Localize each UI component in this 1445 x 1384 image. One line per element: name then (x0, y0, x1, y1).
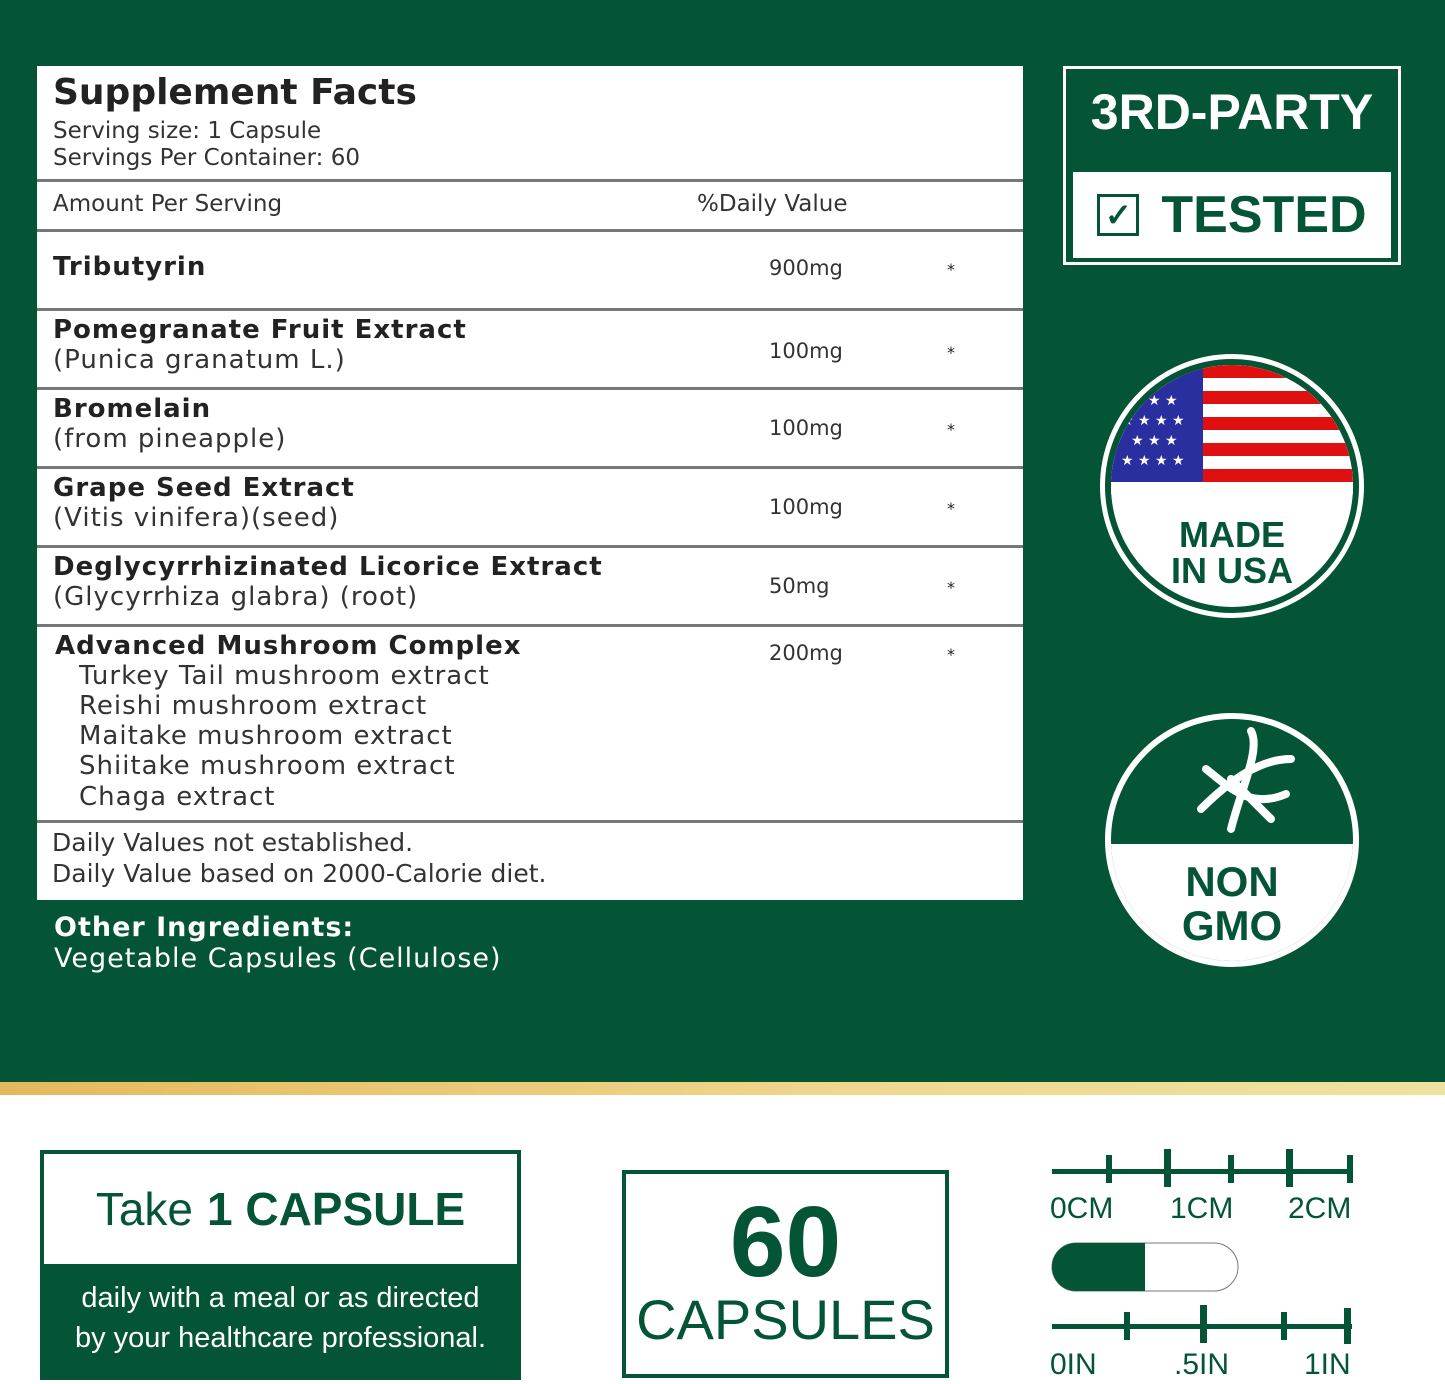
ruler-label: 2CM (1288, 1192, 1352, 1225)
ingredient-row: Advanced Mushroom Complex 200mg * Turkey… (37, 627, 1023, 823)
ingredient-name: Grape Seed Extract (53, 473, 355, 503)
ruler-label: 1CM (1170, 1192, 1234, 1225)
made-in-usa-badge: ★ ★ ★ ★ ★ ★ ★ ★ ★ ★ ★ ★ ★ ★ MADE IN USA (1100, 354, 1364, 618)
ingredient-dv: * (947, 499, 955, 518)
dv-header: %Daily Value (697, 191, 848, 217)
other-ingredients-label: Other Ingredients: (54, 912, 355, 943)
ruler-label: 1IN (1304, 1348, 1351, 1381)
mushroom-item: Turkey Tail mushroom extract (79, 661, 490, 691)
ingredient-amount: 100mg (769, 339, 843, 363)
ingredient-amount: 100mg (769, 495, 843, 519)
badge-text: NON (1185, 858, 1279, 905)
ingredient-sub: (from pineapple) (53, 424, 287, 454)
dosage-line: by your healthcare professional. (74, 1322, 487, 1354)
svg-text:★ ★ ★ ★: ★ ★ ★ ★ (1121, 453, 1185, 469)
ingredient-dv: * (947, 578, 955, 597)
serving-size: Serving size: 1 Capsule (53, 118, 322, 144)
dosage-amount: 1 CAPSULE (207, 1183, 466, 1235)
other-ingredients: Other Ingredients: Vegetable Capsules (C… (54, 912, 502, 974)
us-flag-icon: ★ ★ ★ ★ ★ ★ ★ ★ ★ ★ ★ ★ ★ ★ (1111, 365, 1353, 495)
ruler-label: 0CM (1050, 1192, 1114, 1225)
mushroom-item: Reishi mushroom extract (79, 691, 428, 721)
dosage-take: Take (95, 1183, 193, 1235)
ruler-label: 0IN (1050, 1348, 1097, 1381)
badge-text: TESTED (1161, 186, 1367, 244)
checkbox-icon: ✓ (1097, 194, 1140, 236)
non-gmo-badge: NON GMO (1100, 708, 1364, 972)
ingredient-amount: 900mg (769, 256, 843, 280)
capsule-count: 60 (729, 1186, 842, 1298)
ingredient-sub: (Punica granatum L.) (53, 345, 346, 375)
svg-text:★ ★ ★: ★ ★ ★ (1131, 393, 1178, 409)
column-header: Amount Per Serving %Daily Value (37, 182, 1023, 232)
ingredient-amount: 200mg (769, 641, 843, 665)
badge-text: GMO (1181, 902, 1283, 949)
ingredient-row: Deglycyrrhizinated Licorice Extract (Gly… (37, 548, 1023, 627)
ingredient-name: Bromelain (53, 394, 212, 424)
capsule-count-box: 60 CAPSULES (622, 1170, 949, 1378)
ingredient-amount: 100mg (769, 416, 843, 440)
ruler-graphic (1051, 1149, 1353, 1344)
mushroom-item: Chaga extract (79, 782, 276, 812)
cm-ruler-line (1052, 1169, 1352, 1174)
ingredient-row: Pomegranate Fruit Extract (Punica granat… (37, 311, 1023, 390)
ingredient-dv: * (947, 343, 955, 362)
dosage-line: daily with a meal or as directed (81, 1282, 480, 1314)
capsule-icon (1051, 1242, 1239, 1292)
capsule-label: CAPSULES (636, 1288, 935, 1351)
supplement-facts-panel: Supplement Facts Serving size: 1 Capsule… (37, 66, 1023, 900)
ingredient-dv: * (947, 260, 955, 279)
dosage-box: Take 1 CAPSULE daily with a meal or as di… (40, 1150, 521, 1380)
badge-text: IN USA (1170, 550, 1293, 591)
svg-text:★ ★ ★ ★: ★ ★ ★ ★ (1121, 413, 1185, 429)
svg-text:★ ★ ★: ★ ★ ★ (1131, 433, 1178, 449)
ingredient-dv: * (947, 645, 955, 664)
ingredient-amount: 50mg (769, 574, 830, 598)
mushroom-item: Maitake mushroom extract (79, 721, 453, 751)
ingredient-name: Pomegranate Fruit Extract (53, 315, 467, 345)
ingredient-name: Deglycyrrhizinated Licorice Extract (53, 552, 603, 582)
other-ingredients-value: Vegetable Capsules (Cellulose) (54, 943, 502, 974)
gold-divider (0, 1082, 1445, 1095)
ingredient-name: Tributyrin (53, 252, 207, 282)
ingredient-row: Tributyrin 900mg * (37, 232, 1023, 311)
badge-text: 3RD-PARTY (1090, 84, 1374, 140)
ingredient-name: Advanced Mushroom Complex (55, 631, 522, 661)
footnote: Daily Value based on 2000-Calorie diet. (52, 859, 547, 888)
badge-text: MADE (1179, 514, 1285, 555)
ingredient-sub: (Glycyrrhiza glabra) (root) (53, 582, 419, 612)
dna-icon (1197, 727, 1295, 833)
footnote: Daily Values not established. (52, 828, 414, 857)
ingredient-sub: (Vitis vinifera)(seed) (53, 503, 340, 533)
ingredient-row: Grape Seed Extract (Vitis vinifera)(seed… (37, 469, 1023, 548)
mushroom-item: Shiitake mushroom extract (79, 751, 456, 781)
servings-per-container: Servings Per Container: 60 (53, 145, 360, 171)
third-party-tested-badge: 3RD-PARTY ✓ TESTED (1063, 66, 1401, 265)
ruler-label: .5IN (1174, 1348, 1230, 1381)
facts-title: Supplement Facts (53, 72, 417, 113)
ingredient-row: Bromelain (from pineapple) 100mg * (37, 390, 1023, 469)
amount-header: Amount Per Serving (53, 191, 283, 217)
facts-header: Supplement Facts Serving size: 1 Capsule… (37, 66, 1023, 182)
ingredient-dv: * (947, 420, 955, 439)
